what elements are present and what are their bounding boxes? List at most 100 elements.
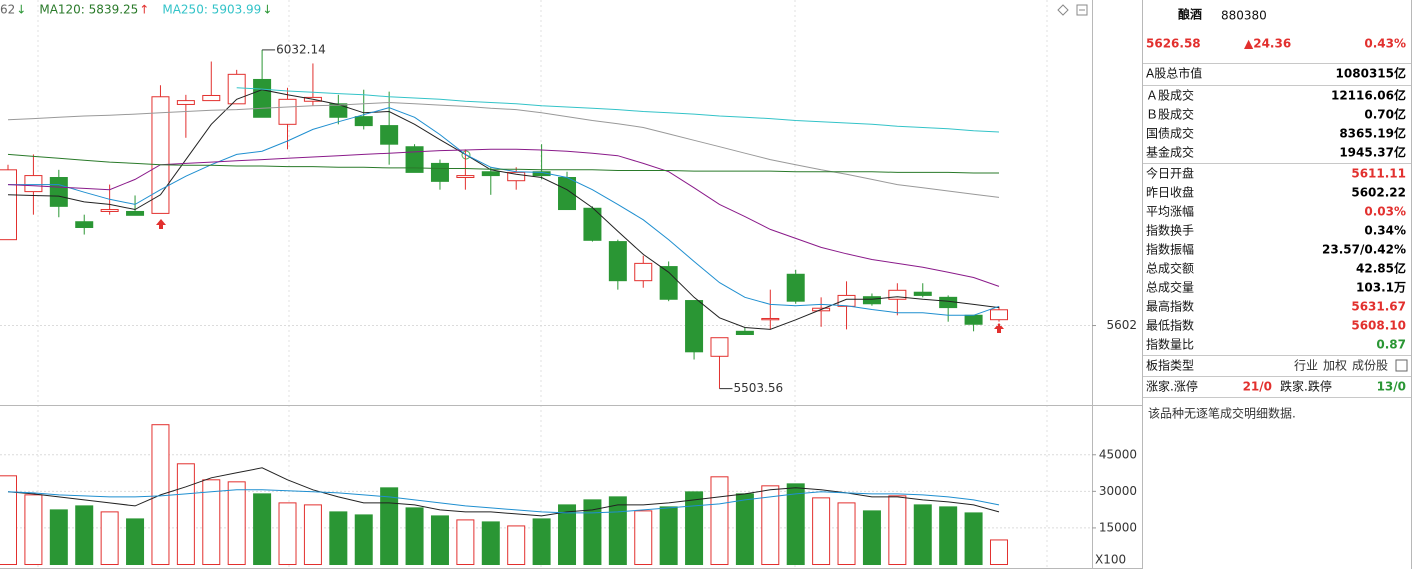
volume-bar bbox=[0, 475, 17, 565]
volume-bar bbox=[227, 481, 246, 565]
row-label: A股总市值 bbox=[1146, 66, 1202, 81]
row-value: 21/0 bbox=[1243, 380, 1272, 394]
extreme-label: 6032.14 bbox=[276, 42, 326, 56]
row-value: 8365.19亿 bbox=[1339, 126, 1406, 141]
volume-bar bbox=[558, 504, 577, 565]
volume-bar bbox=[507, 525, 526, 565]
candle-body bbox=[608, 241, 627, 282]
row-value: 1945.37亿 bbox=[1339, 145, 1406, 160]
candle-body bbox=[634, 262, 653, 282]
row-label: Ｂ股成交 bbox=[1146, 107, 1194, 122]
panel-separators bbox=[1143, 63, 1411, 398]
volume-bar bbox=[786, 483, 805, 565]
volume-bar bbox=[430, 515, 449, 566]
row-value: 5608.10 bbox=[1351, 319, 1406, 333]
volume-bar bbox=[659, 506, 678, 565]
candle-body bbox=[481, 171, 500, 177]
volume-bar bbox=[532, 518, 551, 565]
row-value: 0.34% bbox=[1364, 224, 1406, 238]
candle-body bbox=[380, 125, 399, 145]
candle-body bbox=[405, 146, 424, 173]
panel-code: 880380 bbox=[1221, 9, 1267, 23]
volume-bar bbox=[405, 507, 424, 566]
candle-body bbox=[659, 266, 678, 300]
volume-ma-line bbox=[7, 489, 1000, 514]
candle-body bbox=[126, 210, 145, 216]
candle-body bbox=[24, 175, 43, 193]
candle-body bbox=[0, 169, 17, 241]
y-tick-label: 45000 bbox=[1099, 447, 1137, 461]
row-label: 最高指数 bbox=[1146, 299, 1194, 314]
volume-bar bbox=[812, 497, 831, 565]
candle-body bbox=[430, 162, 449, 182]
extreme-label: 5503.56 bbox=[733, 381, 783, 395]
menu-icon[interactable] bbox=[1395, 359, 1408, 372]
candle-body bbox=[49, 177, 68, 207]
row-label: Ａ股成交 bbox=[1146, 88, 1194, 103]
row-value: 42.85亿 bbox=[1356, 261, 1406, 276]
volume-bar bbox=[100, 511, 119, 565]
volume-bar bbox=[862, 510, 881, 566]
candle-body bbox=[151, 96, 170, 214]
volume-bar bbox=[710, 476, 729, 566]
row-label: 板指类型 bbox=[1146, 358, 1194, 373]
row-label: 涨家.涨停 bbox=[1146, 379, 1198, 394]
candle-body bbox=[253, 78, 272, 118]
candle-body bbox=[761, 317, 780, 321]
window-button[interactable] bbox=[1076, 4, 1088, 16]
volume-bar bbox=[253, 493, 272, 565]
volume-bar bbox=[989, 539, 1008, 566]
panel-price: 5626.58 bbox=[1146, 37, 1201, 51]
type-option[interactable]: 加权 bbox=[1323, 359, 1347, 373]
row-label: 昨日收盘 bbox=[1146, 185, 1194, 200]
candle-body bbox=[710, 337, 729, 357]
legend-text: MA120: 5839.25 bbox=[39, 3, 138, 17]
ma-line bbox=[7, 148, 1000, 287]
volume-bar bbox=[685, 491, 704, 566]
diamond-button[interactable] bbox=[1057, 4, 1069, 16]
signal-arrow bbox=[994, 323, 1004, 333]
row-value: 0.70亿 bbox=[1364, 107, 1406, 122]
row-label: 基金成交 bbox=[1146, 145, 1194, 160]
row-label: 指数振幅 bbox=[1146, 242, 1194, 257]
volume-bar bbox=[75, 505, 94, 566]
panel-pct: 0.43% bbox=[1364, 37, 1406, 51]
candle-body bbox=[685, 300, 704, 353]
candle-body bbox=[913, 291, 932, 296]
row-value: 5631.67 bbox=[1351, 300, 1406, 314]
ma-line bbox=[236, 87, 1000, 133]
row-label: 指数量比 bbox=[1146, 337, 1194, 352]
volume-ma-line bbox=[7, 467, 1000, 517]
row-value: 5602.22 bbox=[1351, 186, 1406, 200]
volume-bar bbox=[939, 506, 958, 565]
row-value: 0.03% bbox=[1364, 205, 1406, 219]
row-label: 指数换手 bbox=[1146, 223, 1194, 238]
candle-body bbox=[888, 289, 907, 300]
volume-bar bbox=[354, 514, 373, 565]
event-marker bbox=[461, 150, 471, 160]
row-value: 103.1万 bbox=[1356, 281, 1406, 295]
legend-text: ↓ bbox=[16, 3, 26, 17]
toolbar bbox=[1057, 4, 1088, 16]
candle-body bbox=[862, 296, 881, 305]
volume-bar bbox=[303, 504, 322, 565]
candle-body bbox=[202, 94, 221, 102]
volume-bar bbox=[888, 495, 907, 565]
row-value: 1080315亿 bbox=[1336, 66, 1406, 81]
type-option[interactable]: 行业 bbox=[1294, 359, 1318, 373]
volume-bar bbox=[24, 494, 43, 566]
type-option[interactable]: 成份股 bbox=[1352, 359, 1388, 373]
ma-line bbox=[7, 153, 999, 174]
panel-note: 该品种无逐笔成交明细数据. bbox=[1148, 406, 1296, 421]
candle-body bbox=[75, 221, 94, 228]
row-label: 今日开盘 bbox=[1146, 166, 1194, 181]
row-value: 13/0 bbox=[1377, 380, 1406, 394]
panel-name: 酿酒 bbox=[1178, 7, 1202, 22]
legend-text: ↓ bbox=[262, 3, 272, 17]
row-value: 5611.11 bbox=[1351, 167, 1406, 181]
volume-bar bbox=[49, 509, 68, 565]
candle-body bbox=[837, 294, 856, 307]
volume-bar bbox=[126, 518, 145, 565]
candle-body bbox=[786, 273, 805, 302]
